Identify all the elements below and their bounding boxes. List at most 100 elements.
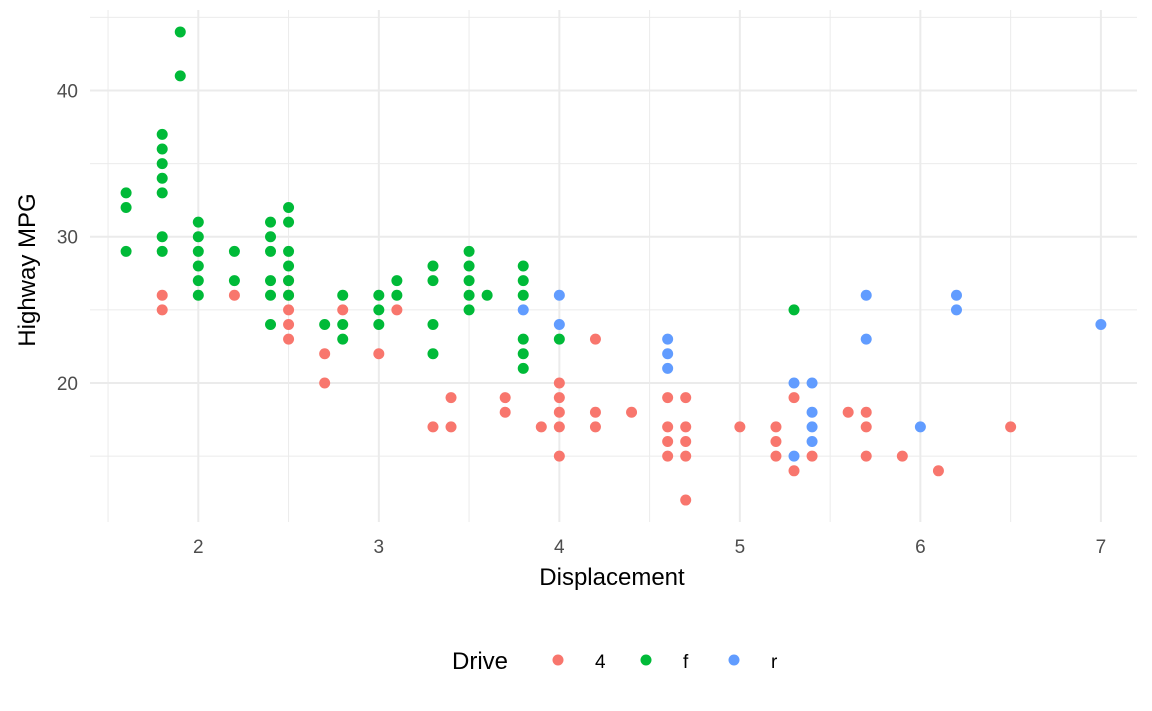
data-point-f	[283, 275, 295, 287]
data-point-4	[680, 421, 692, 433]
data-point-4	[860, 406, 872, 418]
data-point-4	[662, 421, 674, 433]
data-point-f	[192, 275, 204, 287]
data-point-4	[680, 494, 692, 506]
data-point-f	[265, 319, 277, 331]
legend-title: Drive	[452, 648, 508, 675]
data-point-f	[156, 245, 168, 257]
data-point-r	[860, 289, 872, 301]
data-point-4	[391, 304, 403, 316]
legend-key-f	[640, 654, 652, 666]
x-tick-label: 3	[374, 537, 385, 558]
data-point-r	[662, 348, 674, 360]
data-point-f	[156, 172, 168, 184]
data-point-f	[373, 304, 385, 316]
data-point-f	[481, 289, 493, 301]
data-point-f	[373, 289, 385, 301]
data-point-r	[806, 436, 818, 448]
data-point-4	[319, 348, 331, 360]
data-point-r	[806, 377, 818, 389]
legend-label-4: 4	[595, 652, 606, 673]
data-point-f	[553, 333, 565, 345]
data-point-f	[120, 201, 132, 213]
data-point-4	[680, 436, 692, 448]
data-point-4	[860, 421, 872, 433]
legend-key-4	[552, 654, 564, 666]
data-point-4	[156, 304, 168, 316]
data-point-r	[860, 333, 872, 345]
data-point-r	[553, 319, 565, 331]
data-point-4	[589, 333, 601, 345]
y-tick-label: 40	[57, 81, 78, 102]
data-point-f	[517, 333, 529, 345]
data-point-4	[770, 436, 782, 448]
data-point-4	[445, 392, 457, 404]
data-point-f	[156, 187, 168, 199]
y-axis-title: Highway MPG	[14, 193, 41, 346]
data-point-f	[463, 245, 475, 257]
data-point-4	[319, 377, 331, 389]
data-point-f	[156, 158, 168, 170]
data-point-f	[192, 260, 204, 272]
data-point-4	[680, 450, 692, 462]
x-tick-label: 2	[193, 537, 204, 558]
legend-key-r	[728, 654, 740, 666]
data-point-f	[373, 319, 385, 331]
data-point-r	[914, 421, 926, 433]
data-point-f	[283, 289, 295, 301]
data-point-f	[337, 319, 349, 331]
data-point-f	[517, 362, 529, 374]
data-point-4	[896, 450, 908, 462]
data-point-r	[806, 421, 818, 433]
data-point-f	[283, 216, 295, 228]
data-point-f	[463, 260, 475, 272]
data-point-4	[499, 392, 511, 404]
y-tick-label: 30	[57, 228, 78, 249]
data-point-f	[192, 245, 204, 257]
data-point-4	[626, 406, 638, 418]
data-point-f	[174, 26, 186, 38]
data-point-f	[283, 245, 295, 257]
data-point-4	[842, 406, 854, 418]
data-point-f	[463, 275, 475, 287]
data-point-4	[932, 465, 944, 477]
data-point-f	[337, 333, 349, 345]
data-point-f	[156, 128, 168, 140]
data-point-f	[517, 275, 529, 287]
legend-label-r: r	[771, 652, 778, 673]
data-point-f	[463, 289, 475, 301]
data-point-4	[337, 304, 349, 316]
data-point-f	[228, 275, 240, 287]
x-tick-label: 4	[554, 537, 565, 558]
x-tick-label: 6	[915, 537, 926, 558]
data-point-4	[589, 406, 601, 418]
data-point-4	[734, 421, 746, 433]
legend-label-f: f	[683, 652, 689, 673]
points	[120, 26, 1107, 506]
data-point-f	[427, 319, 439, 331]
data-point-r	[1095, 319, 1107, 331]
data-point-f	[192, 289, 204, 301]
data-point-f	[517, 260, 529, 272]
data-point-r	[553, 289, 565, 301]
data-point-f	[120, 187, 132, 199]
data-point-r	[950, 289, 962, 301]
legend: Drive 4 f r	[452, 648, 778, 675]
data-point-4	[283, 304, 295, 316]
data-point-f	[156, 231, 168, 243]
data-point-f	[120, 245, 132, 257]
data-point-f	[391, 289, 403, 301]
data-point-4	[770, 421, 782, 433]
data-point-r	[788, 450, 800, 462]
data-point-4	[553, 406, 565, 418]
data-point-4	[373, 348, 385, 360]
data-point-f	[319, 319, 331, 331]
data-point-4	[553, 450, 565, 462]
data-point-4	[1005, 421, 1017, 433]
data-point-4	[770, 450, 782, 462]
data-point-r	[950, 304, 962, 316]
data-point-f	[192, 216, 204, 228]
data-point-f	[265, 216, 277, 228]
data-point-4	[499, 406, 511, 418]
